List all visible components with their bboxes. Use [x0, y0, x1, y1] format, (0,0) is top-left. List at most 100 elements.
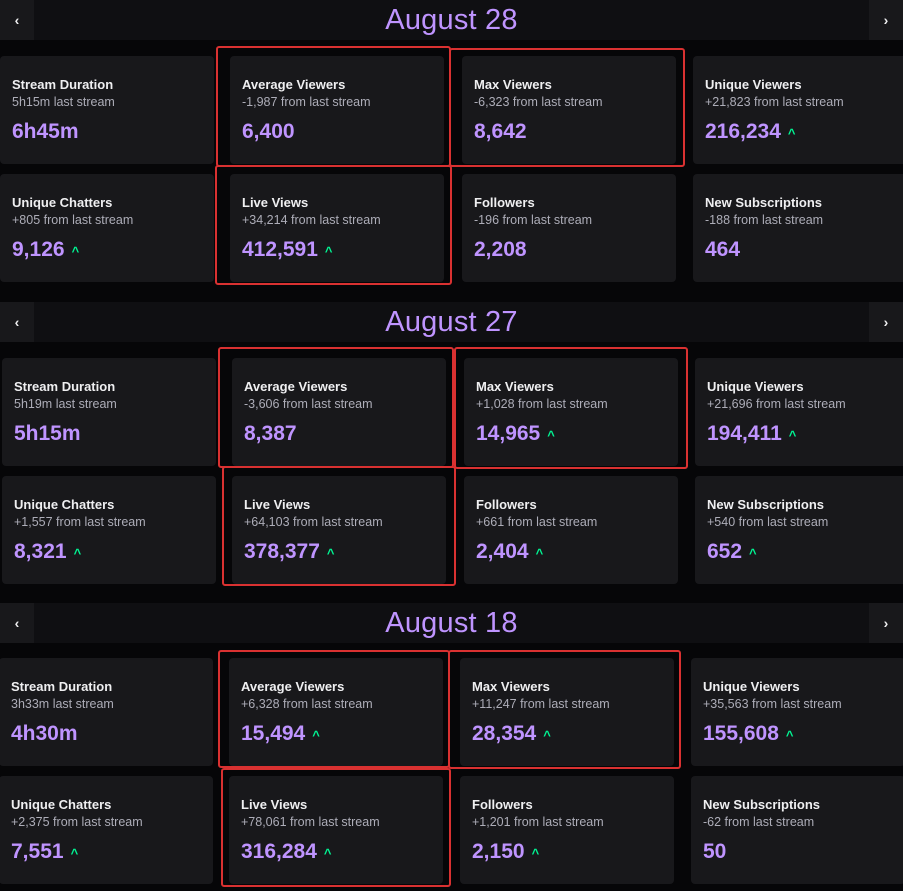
highlight-box	[221, 768, 451, 887]
stat-value: 9,126	[12, 238, 65, 261]
highlight-box	[454, 347, 688, 469]
stat-label: Unique Chatters	[14, 497, 115, 512]
stat-card-max-viewers: Max Viewers +1,028 from last stream 14,965…	[464, 358, 678, 466]
chevron-up-icon: ^	[326, 545, 335, 561]
stat-card-unique-chatters: Unique Chatters +2,375 from last stream 7,…	[0, 776, 213, 884]
stat-value: 6,400	[242, 120, 295, 143]
stat-change: 3h33m last stream	[11, 697, 114, 711]
stat-card-stream-duration: Stream Duration 3h33m last stream 4h30m	[0, 658, 213, 766]
stat-label: Stream Duration	[12, 77, 114, 92]
chevron-up-icon: ^	[785, 727, 794, 743]
stat-card-new-subscriptions: New Subscriptions -62 from last stream 50	[691, 776, 903, 884]
stat-card-average-viewers: Average Viewers -3,606 from last stream 8,…	[232, 358, 446, 466]
chevron-left-icon: ‹	[14, 314, 20, 330]
stat-value: 652	[707, 540, 743, 563]
stat-change: -196 from last stream	[474, 213, 593, 227]
highlight-box	[218, 650, 450, 768]
stat-change: +1,028 from last stream	[476, 397, 608, 411]
stat-card-followers: Followers -196 from last stream 2,208	[462, 174, 676, 282]
chevron-up-icon: ^	[70, 845, 79, 861]
chevron-up-icon: ^	[787, 125, 796, 141]
stat-change: +1,557 from last stream	[14, 515, 146, 529]
stat-value: 216,234	[705, 120, 781, 143]
stat-value: 5h15m	[14, 422, 81, 445]
stat-change: +1,201 from last stream	[472, 815, 604, 829]
stat-label: Unique Viewers	[705, 77, 802, 92]
stat-label: Average Viewers	[244, 379, 348, 394]
stat-value: 8,321	[14, 540, 67, 563]
stat-value: 15,494	[241, 722, 306, 745]
stat-value: 2,404	[476, 540, 529, 563]
stat-card-unique-chatters: Unique Chatters +805 from last stream 9,12…	[0, 174, 214, 282]
stat-change: -6,323 from last stream	[474, 95, 603, 109]
stat-label: Followers	[474, 195, 535, 210]
stat-change: -3,606 from last stream	[244, 397, 373, 411]
previous-date-button[interactable]: ‹	[0, 0, 34, 40]
date-header: ‹ August 18 ›	[0, 603, 903, 643]
stat-label: New Subscriptions	[705, 195, 823, 210]
highlight-box	[215, 165, 452, 285]
chevron-left-icon: ‹	[14, 12, 20, 28]
highlight-box	[216, 46, 451, 167]
stat-card-unique-viewers: Unique Viewers +21,823 from last stream 21…	[693, 56, 903, 164]
stat-label: Stream Duration	[14, 379, 116, 394]
next-date-button[interactable]: ›	[869, 603, 903, 643]
stat-label: Followers	[472, 797, 533, 812]
stat-change: +805 from last stream	[12, 213, 134, 227]
chevron-up-icon: ^	[312, 727, 320, 743]
stat-value: 50	[703, 840, 727, 863]
stat-value: 8,387	[244, 422, 297, 445]
stat-label: Unique Chatters	[11, 797, 112, 812]
stat-change: +6,328 from last stream	[241, 697, 373, 711]
chevron-left-icon: ‹	[14, 615, 20, 631]
stat-card-average-viewers: Average Viewers +6,328 from last stream 15…	[229, 658, 443, 766]
chevron-up-icon: ^	[535, 545, 544, 561]
chevron-up-icon: ^	[531, 845, 540, 861]
stat-value: 28,354	[472, 722, 537, 745]
stat-change: 5h15m last stream	[12, 95, 115, 109]
stat-label: Average Viewers	[241, 679, 345, 694]
stat-value: 155,608	[703, 722, 779, 745]
stat-change: -62 from last stream	[703, 815, 815, 829]
stat-card-new-subscriptions: New Subscriptions +540 from last stream 65…	[695, 476, 903, 584]
stat-change: +2,375 from last stream	[11, 815, 143, 829]
stat-value: 2,208	[474, 238, 527, 261]
date-header: ‹ August 27 ›	[0, 302, 903, 342]
highlight-box	[222, 466, 456, 586]
stat-label: Live Views	[244, 497, 311, 512]
chevron-right-icon: ›	[883, 314, 889, 330]
next-date-button[interactable]: ›	[869, 302, 903, 342]
stat-change: +34,214 from last stream	[242, 213, 381, 227]
stat-value: 194,411	[707, 422, 782, 445]
chevron-up-icon: ^	[323, 845, 332, 861]
next-date-button[interactable]: ›	[869, 0, 903, 40]
stat-card-live-views: Live Views +64,103 from last stream 378,37…	[232, 476, 446, 584]
chevron-right-icon: ›	[883, 12, 889, 28]
stat-card-stream-duration: Stream Duration 5h15m last stream 6h45m	[0, 56, 214, 164]
stat-change: 5h19m last stream	[14, 397, 117, 411]
stat-card-unique-chatters: Unique Chatters +1,557 from last stream 8,…	[2, 476, 216, 584]
highlight-box	[218, 347, 454, 468]
stat-card-stream-duration: Stream Duration 5h19m last stream 5h15m	[2, 358, 216, 466]
chevron-up-icon: ^	[788, 427, 797, 443]
chevron-up-icon: ^	[543, 727, 551, 743]
date-title: August 27	[385, 306, 518, 338]
stat-card-followers: Followers +661 from last stream 2,404 ^	[464, 476, 678, 584]
stat-card-max-viewers: Max Viewers +11,247 from last stream 28,35…	[460, 658, 674, 766]
stat-card-unique-viewers: Unique Viewers +21,696 from last stream 19…	[695, 358, 903, 466]
stat-label: Unique Viewers	[707, 379, 804, 394]
stat-value: 6h45m	[12, 120, 79, 143]
chevron-up-icon: ^	[547, 427, 555, 443]
stat-card-average-viewers: Average Viewers -1,987 from last stream 6,…	[230, 56, 444, 164]
chevron-up-icon: ^	[324, 243, 333, 259]
stat-change: +21,696 from last stream	[707, 397, 846, 411]
chevron-right-icon: ›	[883, 615, 889, 631]
stat-value: 8,642	[474, 120, 527, 143]
previous-date-button[interactable]: ‹	[0, 302, 34, 342]
highlight-box	[448, 650, 681, 769]
date-title: August 28	[385, 4, 518, 36]
previous-date-button[interactable]: ‹	[0, 603, 34, 643]
stat-change: +21,823 from last stream	[705, 95, 844, 109]
stat-change: +661 from last stream	[476, 515, 598, 529]
stat-label: Max Viewers	[472, 679, 550, 694]
